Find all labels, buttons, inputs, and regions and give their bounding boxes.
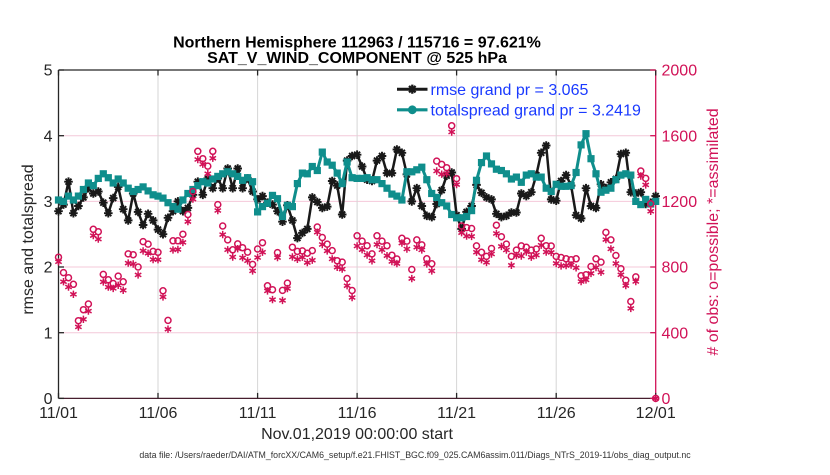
svg-text:1600: 1600: [662, 128, 698, 145]
svg-text:rmse grand pr = 3.065: rmse grand pr = 3.065: [431, 82, 589, 99]
svg-text:800: 800: [662, 260, 689, 277]
svg-text:data file: /Users/raeder/DAI/A: data file: /Users/raeder/DAI/ATM_forcXX/…: [139, 450, 691, 460]
svg-text:12/01: 12/01: [636, 405, 676, 422]
svg-text:11/01: 11/01: [39, 405, 78, 422]
svg-text:5: 5: [44, 63, 53, 80]
svg-text:11/21: 11/21: [437, 405, 476, 422]
svg-text:0: 0: [44, 391, 53, 408]
svg-text:Nov.01,2019 00:00:00 start: Nov.01,2019 00:00:00 start: [261, 426, 453, 443]
svg-text:4: 4: [44, 128, 53, 145]
svg-text:2: 2: [44, 260, 53, 277]
svg-text:Northern Hemisphere 112963 / 1: Northern Hemisphere 112963 / 115716 = 97…: [173, 34, 541, 51]
svg-text:0: 0: [662, 391, 671, 408]
svg-text:11/26: 11/26: [537, 405, 576, 422]
svg-text:3: 3: [44, 194, 53, 211]
svg-text:11/06: 11/06: [139, 405, 178, 422]
svg-text:rmse and totalspread: rmse and totalspread: [20, 164, 37, 314]
svg-text:1: 1: [44, 325, 53, 342]
svg-text:SAT_V_WIND_COMPONENT @ 525 hPa: SAT_V_WIND_COMPONENT @ 525 hPa: [207, 50, 507, 67]
svg-text:400: 400: [662, 325, 689, 342]
svg-text:2000: 2000: [662, 63, 698, 80]
svg-text:# of obs: o=possible; *=assimi: # of obs: o=possible; *=assimilated: [705, 108, 722, 355]
svg-text:totalspread grand pr = 3.2419: totalspread grand pr = 3.2419: [431, 103, 641, 120]
svg-text:1200: 1200: [662, 194, 698, 211]
svg-text:11/16: 11/16: [338, 405, 377, 422]
svg-text:11/11: 11/11: [239, 405, 277, 422]
